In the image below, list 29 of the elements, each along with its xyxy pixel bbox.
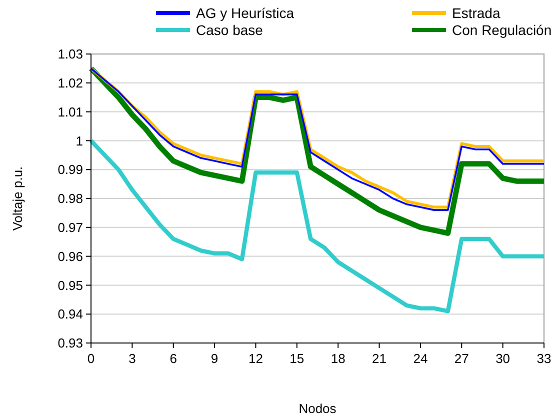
legend-label: Estrada [452, 4, 500, 21]
x-tick-label: 30 [496, 351, 510, 366]
x-tick-label: 0 [87, 351, 95, 366]
y-tick-label: 0.99 [58, 162, 83, 178]
x-tick-label: 18 [330, 351, 346, 366]
x-tick-label: 15 [290, 351, 304, 366]
legend-label: Caso base [196, 22, 264, 38]
y-tick-label: 1.01 [58, 104, 83, 120]
y-tick-label: 0.95 [58, 278, 83, 293]
x-tick-label: 3 [128, 351, 136, 366]
y-tick-label: 1 [76, 133, 83, 148]
x-tick-label: 27 [454, 351, 469, 366]
x-tick-label: 12 [248, 351, 263, 366]
x-tick-label: 33 [536, 351, 552, 366]
y-axis-title: Voltaje p.u. [10, 166, 25, 231]
y-tick-label: 0.98 [58, 191, 83, 206]
y-tick-label: 0.97 [58, 220, 83, 235]
legend-label: AG y Heurística [196, 4, 294, 21]
legend-label: Con Regulación [452, 22, 552, 38]
y-tick-label: 0.93 [58, 336, 83, 351]
x-tick-label: 9 [210, 351, 218, 366]
y-tick-label: 1.02 [58, 75, 83, 90]
x-tick-label: 6 [170, 351, 177, 366]
y-tick-label: 0.96 [58, 248, 83, 264]
y-tick-label: 0.94 [58, 306, 83, 322]
x-tick-label: 21 [372, 351, 387, 366]
x-axis-title: Nodos [298, 401, 337, 416]
y-tick-label: 1.03 [58, 46, 83, 62]
x-tick-label: 24 [413, 351, 428, 366]
